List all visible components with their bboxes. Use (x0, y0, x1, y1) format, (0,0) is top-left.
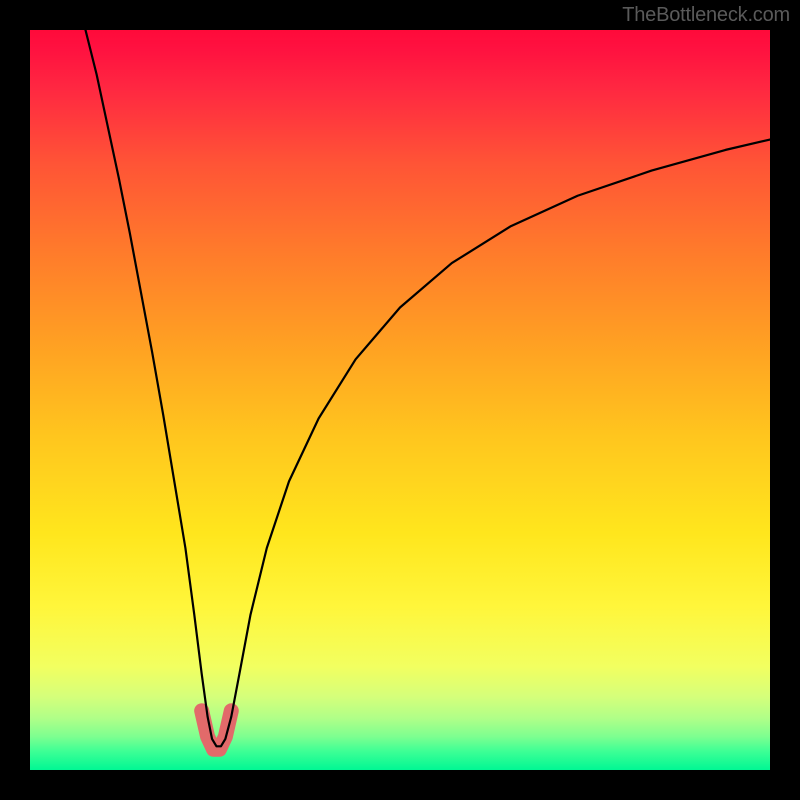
watermark-text: TheBottleneck.com (622, 4, 790, 27)
plot-background (30, 30, 770, 770)
chart-container: TheBottleneck.com (0, 0, 800, 800)
bottleneck-chart (0, 0, 800, 800)
